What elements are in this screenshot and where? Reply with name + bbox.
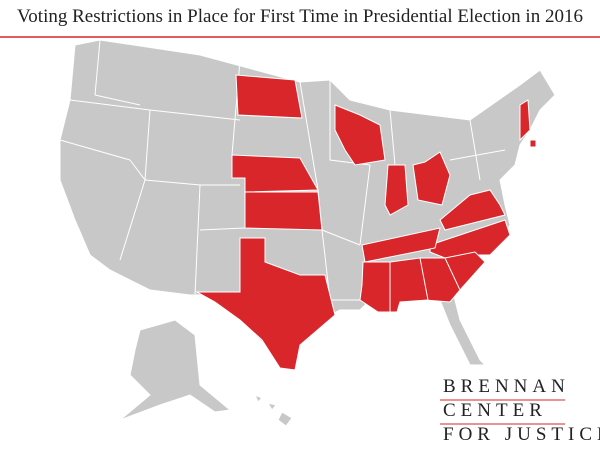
state xyxy=(384,164,409,216)
state xyxy=(195,237,336,371)
state xyxy=(334,104,386,166)
state xyxy=(359,261,391,313)
state xyxy=(439,189,506,231)
state xyxy=(519,99,531,142)
state xyxy=(412,151,451,206)
state xyxy=(235,74,303,119)
state xyxy=(529,139,537,148)
title: Voting Restrictions in Place for First T… xyxy=(17,6,583,27)
logo-line: BRENNAN xyxy=(443,376,570,397)
logo-line: FOR JUSTICE xyxy=(443,424,600,445)
logo: BRENNAN CENTER FOR JUSTICE xyxy=(440,376,600,445)
logo-line: CENTER xyxy=(443,400,547,421)
hawaii xyxy=(254,394,293,427)
state xyxy=(361,227,441,263)
restricted-states xyxy=(195,74,537,371)
state xyxy=(244,191,323,231)
alaska xyxy=(119,319,232,421)
